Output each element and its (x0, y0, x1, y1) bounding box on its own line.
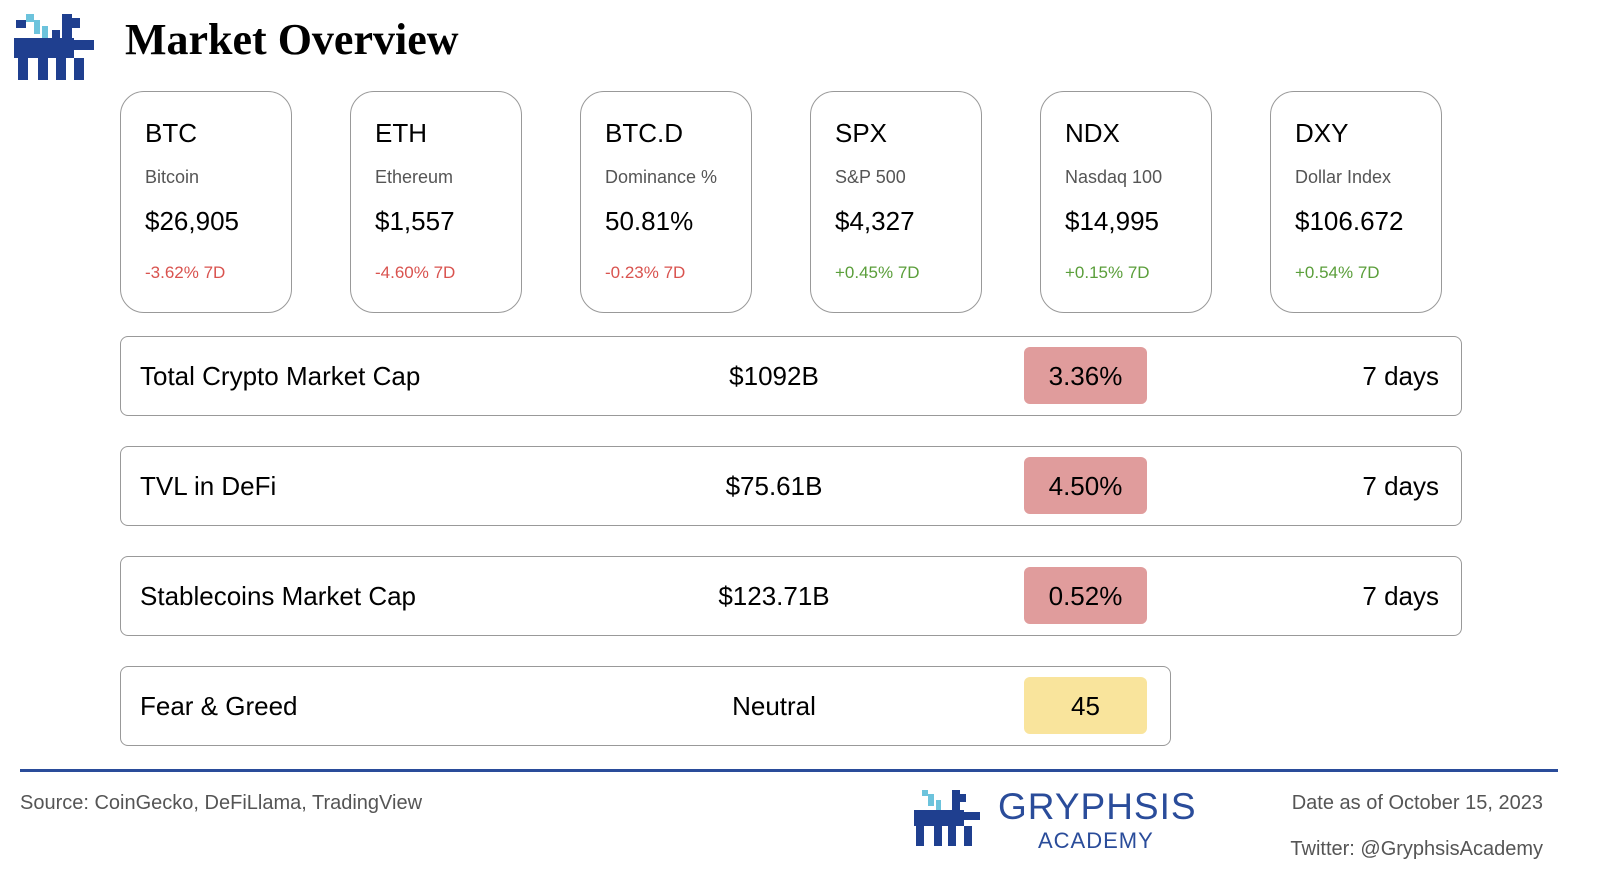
divider (20, 769, 1558, 772)
change: +0.54% 7D (1295, 263, 1380, 282)
badge: 0.52% (1024, 567, 1147, 624)
ticker: ETH (375, 118, 427, 148)
ticker: NDX (1065, 118, 1120, 148)
card: BTC.D Dominance % 50.81% -0.23% 7D (580, 91, 752, 313)
metric-row: Stablecoins Market Cap $123.71B 0.52% 7 day… (120, 556, 1462, 636)
badge: 45 (1024, 677, 1147, 734)
asset-name: Dominance % (605, 167, 718, 187)
change: -3.62% 7D (145, 263, 226, 282)
period: 7 days (1362, 361, 1439, 391)
price: 50.81% (605, 206, 694, 236)
brand-sub: ACADEMY (1038, 828, 1154, 853)
asset-name: Nasdaq 100 (1065, 167, 1163, 187)
change: +0.15% 7D (1065, 263, 1150, 282)
logo (14, 14, 94, 80)
ticker: BTC (145, 118, 197, 148)
metric-label: Total Crypto Market Cap (140, 361, 421, 391)
asset-name: Bitcoin (145, 167, 200, 187)
metric-value: $75.61B (725, 471, 823, 501)
price: $26,905 (145, 206, 239, 236)
card: ETH Ethereum $1,557 -4.60% 7D (350, 91, 522, 313)
metric-row: Total Crypto Market Cap $1092B 3.36% 7 days (120, 336, 1462, 416)
card: SPX S&P 500 $4,327 +0.45% 7D (810, 91, 982, 313)
badge-value: 3.36% (1048, 361, 1123, 391)
badge-value: 0.52% (1048, 581, 1123, 611)
source: Source: CoinGecko, DeFiLlama, TradingVie… (20, 792, 423, 814)
footer-logo (914, 790, 980, 846)
asset-name: Ethereum (375, 167, 454, 187)
period: 7 days (1362, 581, 1439, 611)
metric-label: Stablecoins Market Cap (140, 581, 417, 611)
title: Market Overview (125, 15, 459, 64)
metric-label: TVL in DeFi (140, 471, 277, 501)
badge: 4.50% (1024, 457, 1147, 514)
metric-value: $1092B (729, 361, 819, 391)
price: $4,327 (835, 206, 915, 236)
period: 7 days (1362, 471, 1439, 501)
card: BTC Bitcoin $26,905 -3.62% 7D (120, 91, 292, 313)
metric-value: Neutral (732, 691, 816, 721)
ticker: DXY (1295, 118, 1349, 148)
badge: 3.36% (1024, 347, 1147, 404)
badge-value: 4.50% (1048, 471, 1123, 501)
brand: GRYPHSIS (998, 786, 1197, 827)
date: Date as of October 15, 2023 (1291, 792, 1543, 814)
metric-value: $123.71B (718, 581, 830, 611)
change: -0.23% 7D (605, 263, 686, 282)
price: $14,995 (1065, 206, 1159, 236)
metric-row: Fear & Greed Neutral 45 (120, 666, 1171, 746)
price: $106.672 (1295, 206, 1404, 236)
card: NDX Nasdaq 100 $14,995 +0.15% 7D (1040, 91, 1212, 313)
change: +0.45% 7D (835, 263, 920, 282)
change: -4.60% 7D (375, 263, 456, 282)
metric-row: TVL in DeFi $75.61B 4.50% 7 days (120, 446, 1462, 526)
badge-value: 45 (1071, 691, 1100, 721)
ticker: BTC.D (605, 118, 683, 148)
metric-label: Fear & Greed (140, 691, 298, 721)
asset-name: Dollar Index (1295, 167, 1392, 187)
card: DXY Dollar Index $106.672 +0.54% 7D (1270, 91, 1442, 313)
price: $1,557 (375, 206, 455, 236)
asset-name: S&P 500 (835, 167, 906, 187)
ticker: SPX (835, 118, 888, 148)
twitter: Twitter: @GryphsisAcademy (1290, 838, 1543, 860)
